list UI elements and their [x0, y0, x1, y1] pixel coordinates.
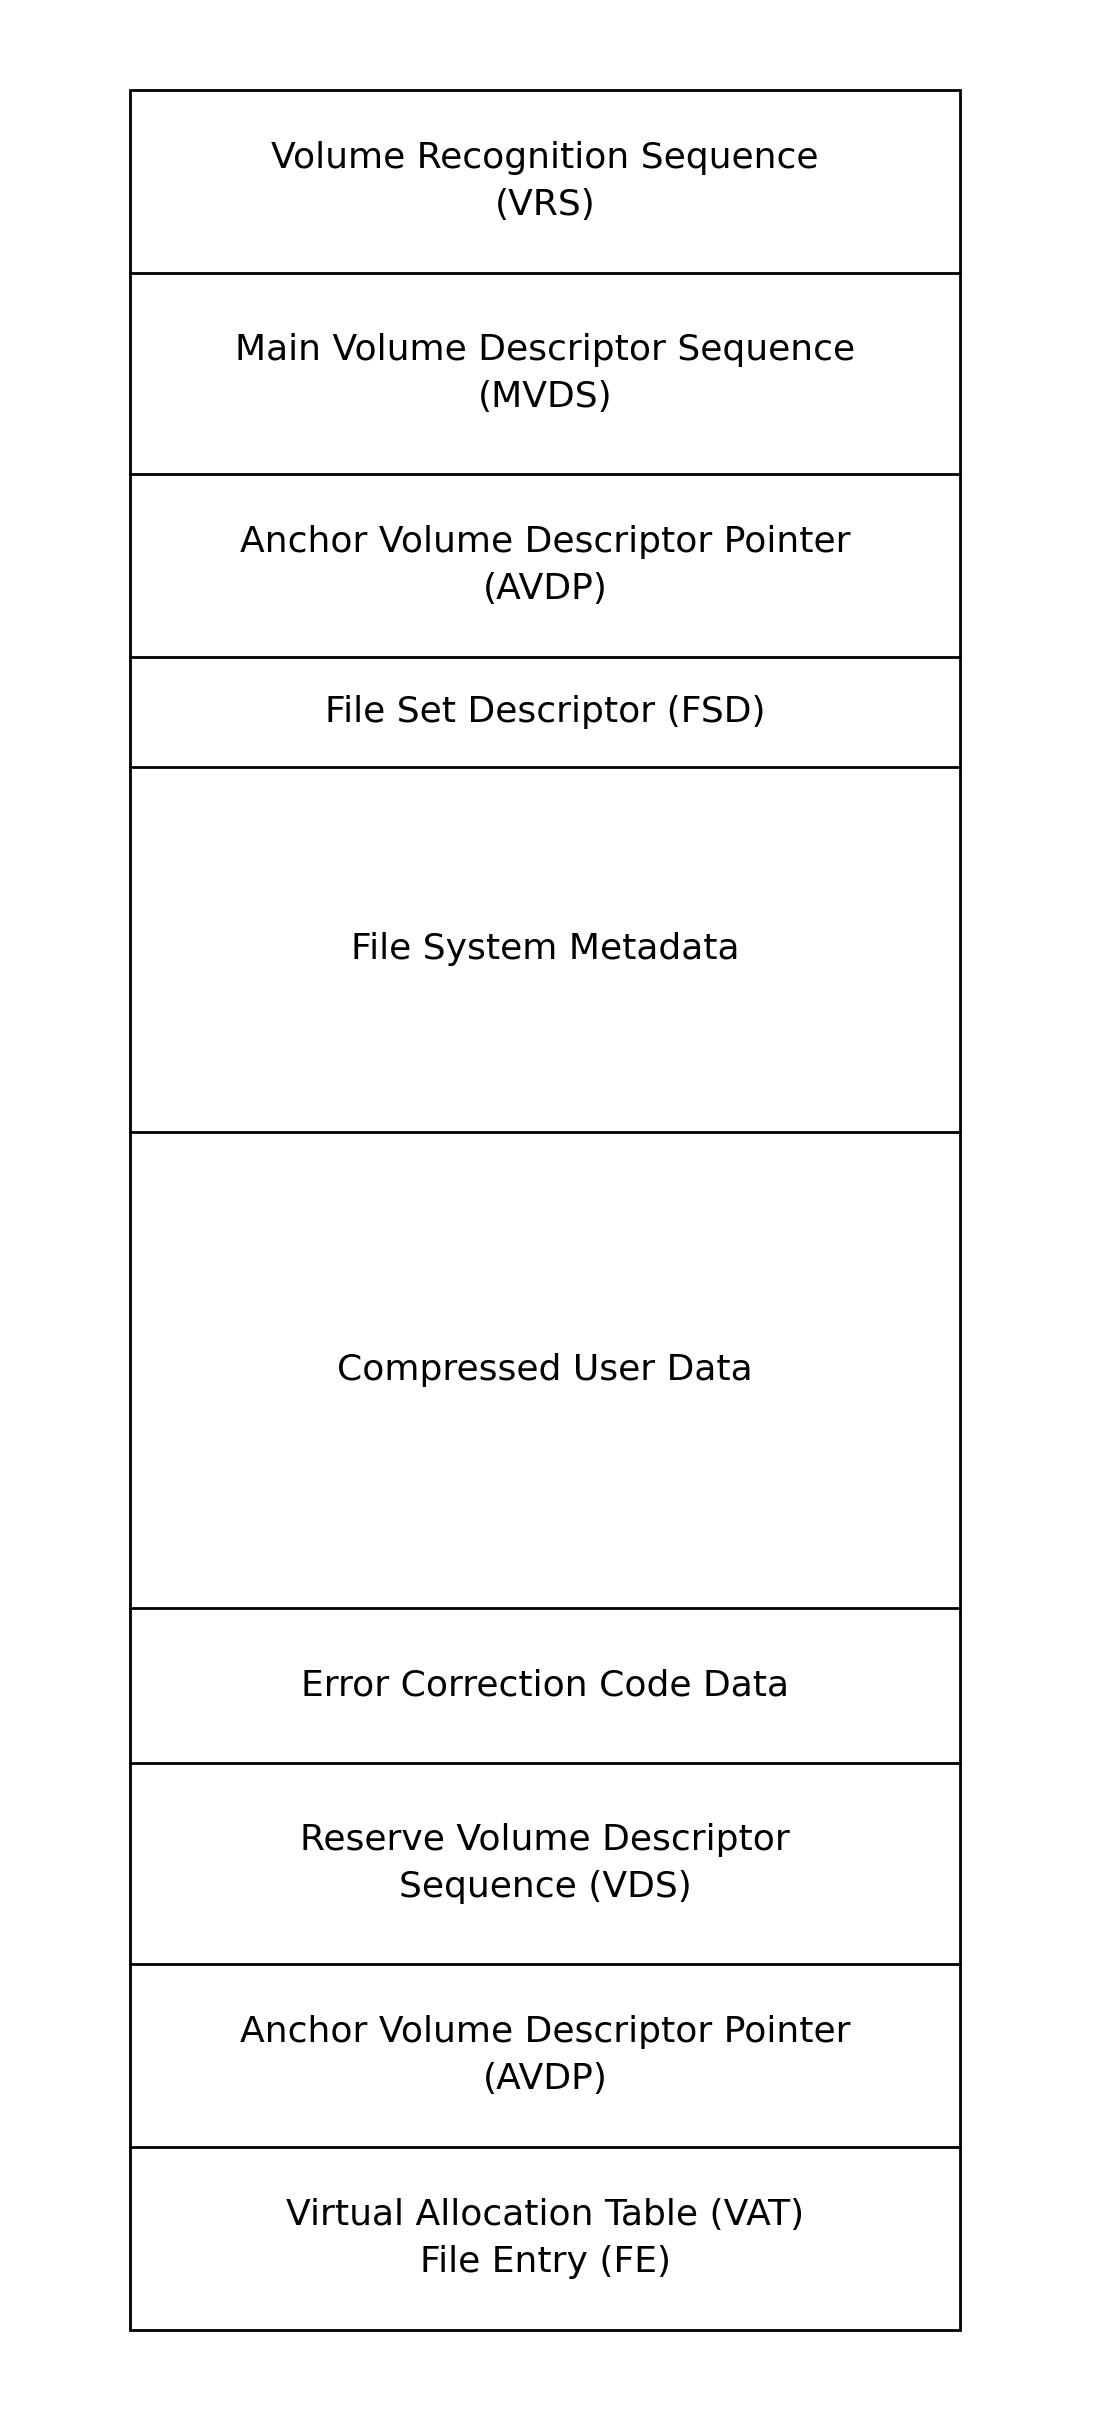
Text: Error Correction Code Data: Error Correction Code Data: [301, 1668, 789, 1702]
Text: File System Metadata: File System Metadata: [351, 933, 740, 967]
Text: File Set Descriptor (FSD): File Set Descriptor (FSD): [325, 694, 765, 728]
Text: Anchor Volume Descriptor Pointer
(AVDP): Anchor Volume Descriptor Pointer (AVDP): [240, 526, 850, 605]
Text: Compressed User Data: Compressed User Data: [337, 1353, 753, 1386]
Text: Volume Recognition Sequence
(VRS): Volume Recognition Sequence (VRS): [271, 140, 818, 222]
Text: Anchor Volume Descriptor Pointer
(AVDP): Anchor Volume Descriptor Pointer (AVDP): [240, 2016, 850, 2098]
Text: Virtual Allocation Table (VAT)
File Entry (FE): Virtual Allocation Table (VAT) File Entr…: [286, 2199, 804, 2278]
Text: Main Volume Descriptor Sequence
(MVDS): Main Volume Descriptor Sequence (MVDS): [235, 333, 856, 415]
Text: Reserve Volume Descriptor
Sequence (VDS): Reserve Volume Descriptor Sequence (VDS): [300, 1823, 790, 1905]
Bar: [130, 89, 961, 2329]
